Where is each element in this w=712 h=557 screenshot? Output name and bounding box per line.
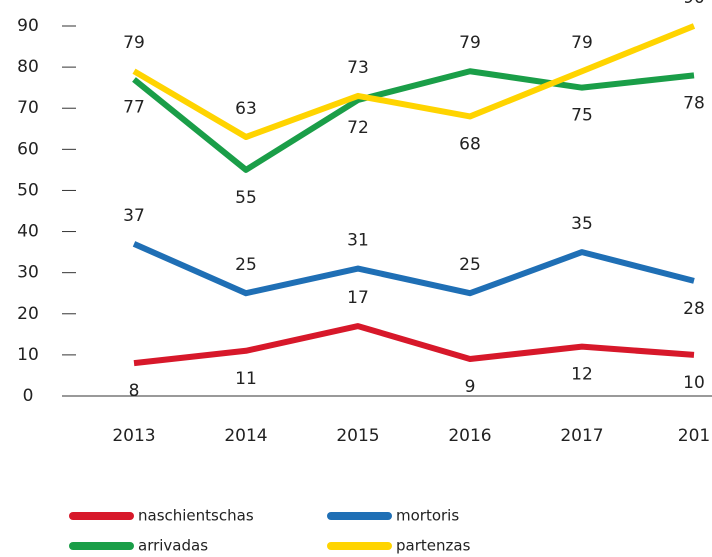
data-label: 11 [235,369,257,389]
data-label: 77 [123,97,145,117]
data-label: 25 [235,255,257,275]
data-label: 9 [465,377,476,397]
data-label: 79 [123,33,145,53]
line-2 [132,68,695,173]
data-label: 90 [683,0,705,8]
data-label: 35 [571,214,593,234]
data-label: 8 [129,381,140,401]
y-tick-label: 60 [17,139,39,159]
legend-label: partenzas [396,537,471,555]
data-label: 37 [123,206,145,226]
data-label: 10 [683,373,705,393]
data-label: 63 [235,99,257,119]
data-label: 72 [347,118,369,138]
data-label: 73 [347,58,369,78]
y-tick-label: 20 [17,304,39,324]
x-tick-label: 2014 [224,426,267,446]
data-label: 68 [459,134,481,154]
y-tick-label: 0 [23,386,34,406]
data-label: 75 [571,106,593,126]
legend-label: naschientschas [138,507,254,525]
line-1 [132,241,695,297]
data-label: 31 [347,231,369,251]
data-label: 12 [571,365,593,385]
y-tick-label: 10 [17,345,39,365]
legend-label: arrivadas [138,537,208,555]
data-label: 28 [683,299,705,319]
line-3 [132,23,696,140]
y-tick-label: 90 [17,16,39,36]
line-0 [133,323,695,367]
data-label: 17 [347,288,369,308]
data-label: 79 [571,33,593,53]
y-tick-label: 40 [17,222,39,242]
y-tick-label: 50 [17,180,39,200]
x-tick-label: 2016 [448,426,491,446]
data-label: 25 [459,255,481,275]
x-tick-label: 2013 [112,426,155,446]
data-label: 79 [459,33,481,53]
x-tick-label: 201 [678,426,710,446]
y-tick-label: 30 [17,263,39,283]
y-tick-label: 80 [17,57,39,77]
x-tick-label: 2017 [560,426,603,446]
data-label: 78 [683,93,705,113]
x-tick-label: 2015 [336,426,379,446]
legend-label: mortoris [396,507,459,525]
data-label: 55 [235,188,257,208]
y-tick-label: 70 [17,98,39,118]
